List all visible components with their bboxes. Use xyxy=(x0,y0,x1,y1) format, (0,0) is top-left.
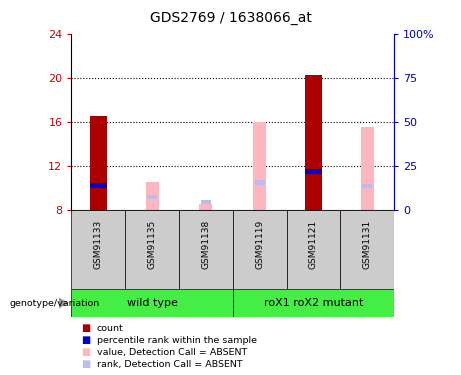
Bar xyxy=(71,289,233,317)
Text: GSM91133: GSM91133 xyxy=(94,219,103,269)
Text: ■: ■ xyxy=(81,347,90,357)
Text: wild type: wild type xyxy=(127,298,177,308)
Text: genotype/variation: genotype/variation xyxy=(9,298,100,307)
Bar xyxy=(146,183,159,210)
Text: GDS2769 / 1638066_at: GDS2769 / 1638066_at xyxy=(149,11,312,25)
Bar xyxy=(71,210,125,289)
Bar xyxy=(147,195,157,199)
Polygon shape xyxy=(59,297,69,309)
Bar xyxy=(362,184,372,188)
Bar xyxy=(90,116,107,210)
Text: GSM91131: GSM91131 xyxy=(363,219,372,269)
Bar xyxy=(201,200,211,204)
Text: GSM91119: GSM91119 xyxy=(255,219,264,269)
Bar xyxy=(125,210,179,289)
Bar xyxy=(90,183,107,188)
Text: GSM91121: GSM91121 xyxy=(309,219,318,268)
Text: rank, Detection Call = ABSENT: rank, Detection Call = ABSENT xyxy=(97,360,242,369)
Bar xyxy=(200,204,213,210)
Bar xyxy=(233,210,287,289)
Text: count: count xyxy=(97,324,124,333)
Text: roX1 roX2 mutant: roX1 roX2 mutant xyxy=(264,298,363,308)
Bar xyxy=(361,128,374,210)
Text: GSM91135: GSM91135 xyxy=(148,219,157,269)
Bar xyxy=(254,180,265,184)
Bar xyxy=(305,75,322,210)
Text: ■: ■ xyxy=(81,323,90,333)
Bar xyxy=(340,210,394,289)
Text: ■: ■ xyxy=(81,335,90,345)
Text: percentile rank within the sample: percentile rank within the sample xyxy=(97,336,257,345)
Bar xyxy=(179,210,233,289)
Bar xyxy=(233,289,394,317)
Text: ■: ■ xyxy=(81,359,90,369)
Bar xyxy=(287,210,340,289)
Bar xyxy=(253,122,266,210)
Text: value, Detection Call = ABSENT: value, Detection Call = ABSENT xyxy=(97,348,247,357)
Text: GSM91138: GSM91138 xyxy=(201,219,210,269)
Bar xyxy=(305,169,322,174)
